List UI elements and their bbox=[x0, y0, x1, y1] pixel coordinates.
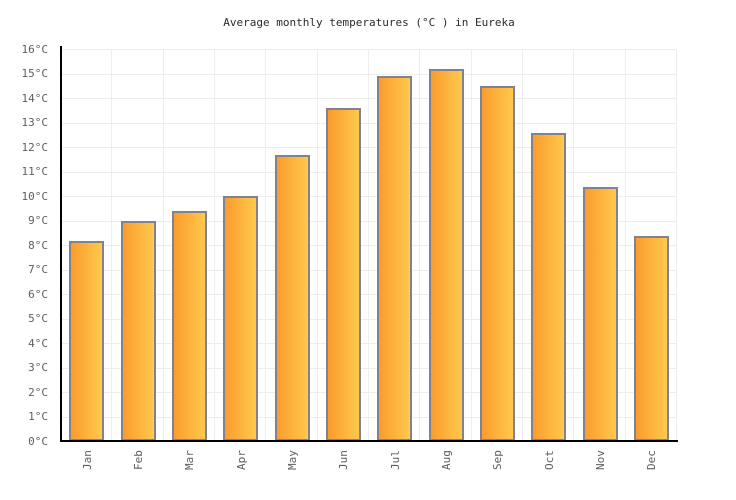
horizontal-gridline bbox=[61, 269, 677, 271]
horizontal-gridline bbox=[61, 73, 677, 75]
x-axis-tick-label: Jun bbox=[337, 450, 351, 470]
vertical-gridline bbox=[573, 49, 575, 441]
plot-area bbox=[61, 49, 677, 441]
vertical-gridline bbox=[368, 49, 369, 441]
bar-sep[interactable] bbox=[479, 86, 515, 441]
y-axis-tick-label: 15°C bbox=[21, 67, 49, 80]
horizontal-gridline bbox=[61, 147, 677, 148]
x-axis-tick-label: Aug bbox=[440, 450, 453, 470]
horizontal-gridline bbox=[61, 294, 677, 295]
x-axis-tick-label: Oct bbox=[542, 450, 556, 470]
x-axis-tick-label: Apr bbox=[234, 450, 248, 470]
y-axis-tick-label: 9°C bbox=[28, 214, 48, 227]
bar-apr[interactable] bbox=[223, 196, 259, 441]
x-axis-tick-label: Feb bbox=[132, 450, 145, 470]
x-axis-tick-label: Sep bbox=[491, 450, 505, 470]
y-axis bbox=[59, 46, 62, 441]
x-axis-tick-label: Dec bbox=[645, 450, 659, 470]
vertical-gridline bbox=[265, 49, 267, 441]
vertical-gridline bbox=[522, 49, 523, 441]
horizontal-gridline bbox=[61, 245, 677, 246]
vertical-gridline bbox=[214, 49, 215, 441]
vertical-gridline bbox=[419, 49, 421, 441]
horizontal-gridline bbox=[61, 98, 677, 99]
bar-nov[interactable] bbox=[582, 186, 618, 441]
y-axis-tick-label: 6°C bbox=[28, 287, 48, 301]
bar-aug[interactable] bbox=[428, 69, 464, 441]
horizontal-gridline bbox=[61, 49, 677, 50]
bar-mar[interactable] bbox=[171, 211, 207, 441]
horizontal-gridline bbox=[61, 171, 677, 173]
horizontal-gridline bbox=[61, 392, 677, 393]
x-axis-tick-label: May bbox=[286, 450, 299, 470]
x-axis-tick-label: Jan bbox=[80, 450, 94, 470]
x-axis-tick-label: Jul bbox=[388, 450, 402, 470]
horizontal-gridline bbox=[61, 318, 677, 320]
y-axis-tick-label: 2°C bbox=[28, 385, 48, 399]
bar-jul[interactable] bbox=[377, 76, 413, 441]
vertical-gridline bbox=[470, 49, 472, 441]
y-axis-tick-label: 4°C bbox=[28, 336, 48, 350]
bar-feb[interactable] bbox=[120, 220, 156, 441]
horizontal-gridline bbox=[61, 122, 677, 124]
bar-jan[interactable] bbox=[69, 240, 105, 441]
y-axis-tick-label: 5°C bbox=[28, 312, 48, 325]
horizontal-gridline bbox=[61, 196, 677, 197]
horizontal-gridline bbox=[61, 416, 677, 418]
bar-dec[interactable] bbox=[633, 235, 669, 441]
y-axis-tick-label: 13°C bbox=[21, 116, 49, 129]
bar-oct[interactable] bbox=[531, 132, 567, 441]
vertical-gridline bbox=[162, 49, 164, 441]
y-axis-tick-label: 7°C bbox=[28, 263, 48, 276]
y-axis-tick-label: 0°C bbox=[28, 434, 48, 448]
vertical-gridline bbox=[111, 49, 113, 441]
horizontal-gridline bbox=[61, 220, 677, 222]
bar-may[interactable] bbox=[274, 154, 310, 441]
y-axis-tick-label: 11°C bbox=[21, 165, 49, 178]
y-axis-tick-label: 3°C bbox=[28, 361, 48, 374]
y-axis-tick-label: 1°C bbox=[28, 410, 48, 423]
y-axis-tick-label: 12°C bbox=[21, 140, 49, 154]
y-axis-tick-label: 14°C bbox=[21, 91, 49, 105]
x-axis bbox=[59, 439, 678, 442]
vertical-gridline bbox=[316, 49, 318, 441]
bar-jun[interactable] bbox=[325, 108, 361, 441]
x-axis-tick-label: Mar bbox=[183, 450, 197, 470]
chart-title: Average monthly temperatures (°C ) in Eu… bbox=[223, 16, 515, 29]
horizontal-gridline bbox=[61, 367, 677, 369]
vertical-gridline bbox=[624, 49, 626, 441]
y-axis-tick-label: 8°C bbox=[28, 238, 48, 252]
vertical-gridline bbox=[676, 49, 677, 441]
x-axis-tick-label: Nov bbox=[594, 450, 607, 470]
y-axis-tick-label: 16°C bbox=[21, 42, 49, 56]
y-axis-tick-label: 10°C bbox=[21, 189, 49, 203]
horizontal-gridline bbox=[61, 343, 677, 344]
